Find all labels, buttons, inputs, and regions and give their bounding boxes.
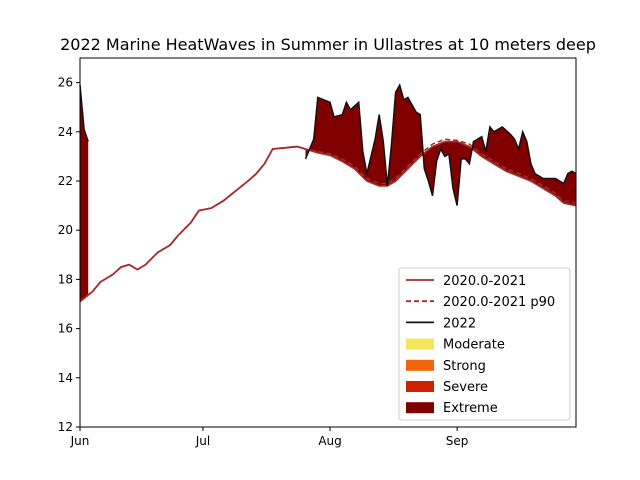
legend-label-2020-0-2021: 2020.0-2021 [443, 274, 526, 289]
legend-label-2020-0-2021-p90: 2020.0-2021 p90 [443, 295, 555, 310]
y-tick-label-16: 16 [58, 322, 73, 336]
y-tick-label-18: 18 [58, 272, 73, 286]
y-tick-label-22: 22 [58, 174, 73, 188]
legend-swatch-moderate [406, 338, 434, 350]
legend-box [398, 267, 571, 421]
y-tick-label-14: 14 [58, 371, 73, 385]
legend-swatch-extreme [406, 402, 434, 414]
x-tick-label-jun: Jun [70, 434, 90, 448]
x-tick-label-jul: Jul [195, 434, 210, 448]
legend-swatch-severe [406, 381, 434, 392]
legend-label-moderate: Moderate [443, 338, 505, 353]
x-tick-label-aug: Aug [318, 434, 341, 448]
extreme-fill-area-0 [80, 85, 89, 302]
y-tick-label-24: 24 [58, 125, 73, 139]
line-2022-segment-1 [304, 83, 577, 206]
plot-frame [79, 57, 577, 428]
y-tick-label-20: 20 [58, 223, 73, 237]
p90-line [79, 138, 577, 303]
legend: 2020.0-2021 2020.0-2021 p90 2022 Moderate St… [398, 267, 571, 421]
legend-swatch-strong [406, 359, 434, 371]
heatwave-fills [80, 85, 576, 302]
y-tick-label-26: 26 [58, 76, 73, 90]
legend-label-strong: Strong [443, 359, 486, 374]
legend-label-extreme: Extreme [443, 401, 498, 416]
x-tick-label-sep: Sep [446, 434, 469, 448]
legend-label-severe: Severe [443, 380, 488, 395]
line-2022-segment-0 [79, 85, 89, 142]
series-lines [79, 83, 577, 303]
extreme-fill-area-1 [305, 85, 576, 206]
x-axis: Jun Jul Aug Sep [70, 427, 469, 448]
y-axis: 12 14 16 18 20 22 24 26 [58, 76, 80, 434]
chart-title: 2022 Marine HeatWaves in Summer in Ullas… [60, 35, 596, 54]
legend-label-2022: 2022 [443, 316, 476, 331]
y-tick-label-12: 12 [58, 420, 73, 434]
